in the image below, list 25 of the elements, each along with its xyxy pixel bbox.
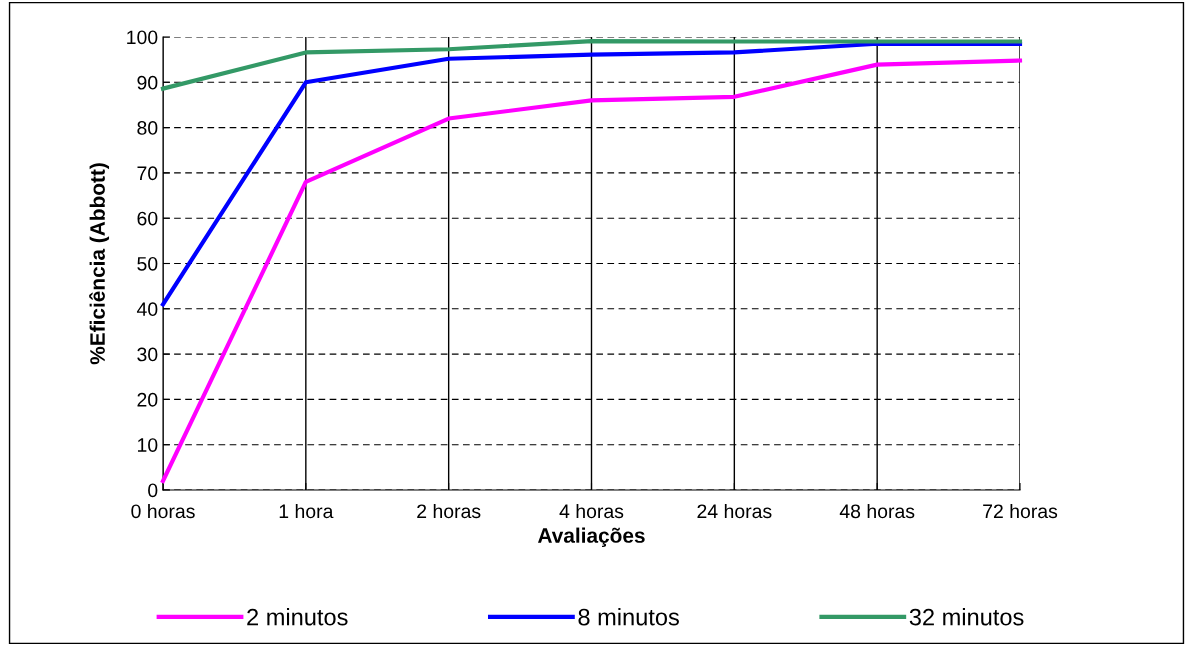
y-tick-label: 20 (137, 392, 158, 407)
y-tick-label: 50 (137, 256, 158, 271)
x-tick-label: 24 horas (697, 503, 772, 519)
y-axis-title: %Eficiência (Abbott) (89, 163, 110, 365)
y-tick-label: 0 (148, 483, 158, 498)
y-tick-label: 90 (137, 75, 158, 90)
y-tick-label: 30 (137, 347, 158, 362)
legend-label: 32 minutos (909, 608, 1024, 626)
y-tick-label: 40 (136, 302, 158, 317)
legend-label: 8 minutos (578, 608, 679, 626)
legend-label: 2 minutos (247, 608, 348, 626)
x-axis-title: Avaliações (537, 527, 645, 547)
y-tick-label: 80 (137, 121, 158, 135)
line-series (160, 58, 1023, 484)
x-tick-label: 0 horas (131, 503, 195, 519)
y-tick-label: 10 (138, 438, 158, 452)
line-series (160, 38, 1023, 91)
y-tick-label: 70 (137, 166, 158, 181)
y-tick-label: 100 (127, 30, 158, 45)
x-tick-label: 72 horas (983, 503, 1058, 519)
x-tick-label: 2 horas (417, 503, 481, 519)
x-tick-label: 48 horas (839, 503, 915, 519)
x-tick-label: 4 horas (559, 503, 624, 519)
y-tick-label: 60 (137, 211, 158, 226)
x-tick-label: 1 hora (279, 503, 334, 519)
